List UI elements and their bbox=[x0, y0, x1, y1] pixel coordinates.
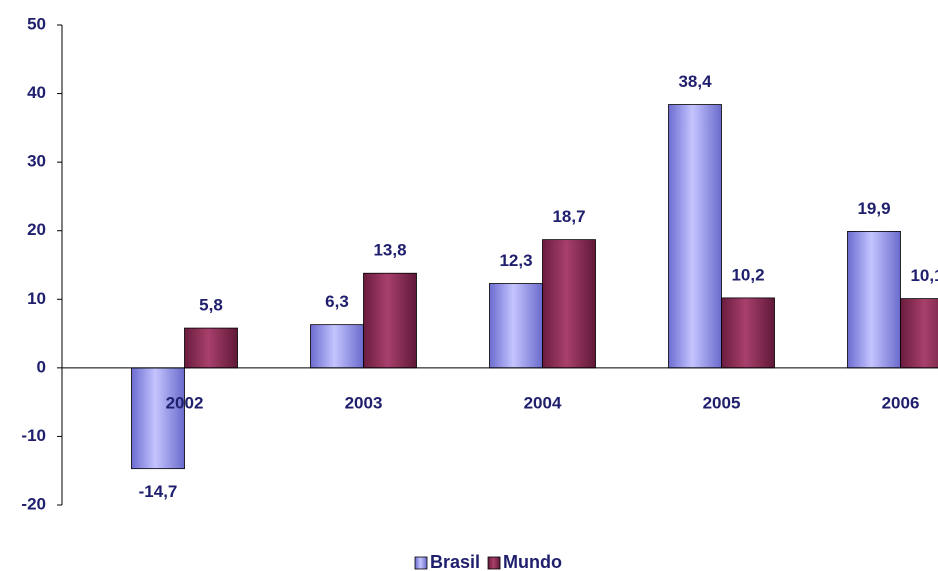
y-tick-label: 50 bbox=[27, 14, 46, 33]
y-tick-label: 10 bbox=[27, 289, 46, 308]
bar bbox=[847, 230, 901, 369]
y-tick-label: 0 bbox=[37, 357, 46, 376]
y-tick-label: -10 bbox=[21, 426, 46, 445]
y-tick-label: 30 bbox=[27, 152, 46, 171]
x-tick-label: 2002 bbox=[166, 393, 204, 412]
bar bbox=[310, 324, 364, 369]
legend-swatch bbox=[414, 556, 428, 570]
bar bbox=[489, 283, 543, 369]
bar bbox=[184, 327, 238, 369]
y-tick-label: -20 bbox=[21, 494, 46, 513]
data-label: 5,8 bbox=[199, 296, 223, 315]
y-tick-label: 20 bbox=[27, 220, 46, 239]
x-tick-label: 2006 bbox=[882, 393, 920, 412]
data-label: 13,8 bbox=[373, 241, 406, 260]
data-label: 18,7 bbox=[552, 207, 585, 226]
data-label: -14,7 bbox=[139, 482, 178, 501]
x-tick-label: 2003 bbox=[345, 393, 383, 412]
bar bbox=[363, 272, 417, 369]
bar bbox=[131, 367, 185, 470]
data-label: 38,4 bbox=[678, 72, 712, 91]
data-label: 10,2 bbox=[731, 265, 764, 284]
x-tick-label: 2004 bbox=[524, 393, 562, 412]
bar bbox=[900, 298, 938, 369]
x-tick-label: 2005 bbox=[703, 393, 741, 412]
bar bbox=[668, 104, 722, 369]
data-label: 6,3 bbox=[325, 292, 349, 311]
legend-swatch bbox=[487, 556, 501, 570]
legend-label: Mundo bbox=[503, 552, 562, 571]
y-tick-label: 40 bbox=[27, 83, 46, 102]
data-label: 12,3 bbox=[499, 251, 532, 270]
legend-label: Brasil bbox=[430, 552, 480, 571]
data-label: 10,1 bbox=[910, 266, 938, 285]
bar bbox=[721, 297, 775, 369]
data-label: 19,9 bbox=[857, 199, 890, 218]
bar bbox=[542, 239, 596, 369]
